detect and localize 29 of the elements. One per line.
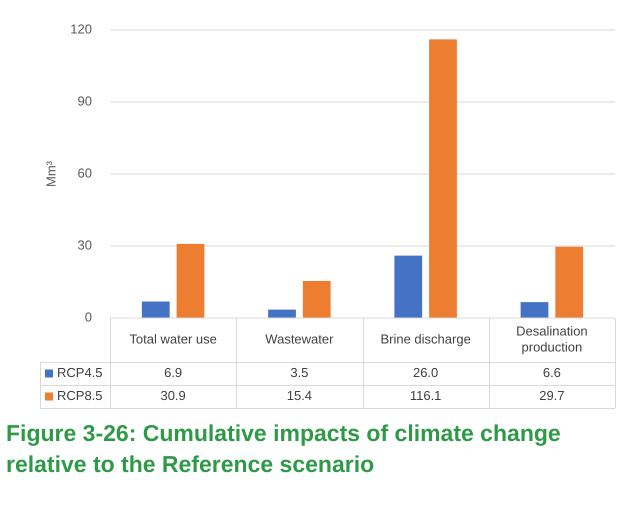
y-tick-label: 120 (70, 22, 92, 37)
x-tick-label: Total water use (129, 332, 217, 347)
legend-label: RCP8.5 (57, 388, 103, 404)
x-tick-label: Desalination production (516, 324, 588, 355)
bar (429, 39, 457, 318)
bar (176, 244, 204, 318)
text: 15.4 (286, 388, 312, 404)
text: Figure 3-26: Cumulative impacts of climate change relative to the Reference scenario (6, 419, 562, 479)
text: 3.5 (290, 365, 308, 380)
y-axis-title: Mm³ (43, 160, 58, 187)
y-tick-label: 90 (78, 94, 92, 109)
bar (520, 302, 548, 318)
y-tick-label: 60 (78, 166, 92, 181)
x-tick-label: Brine discharge (380, 332, 471, 347)
bar (555, 246, 584, 318)
legend-label: RCP4.5 (57, 365, 103, 380)
text: 116.1 (410, 388, 442, 404)
text: 26.0 (412, 365, 438, 380)
bar (142, 301, 170, 318)
bar (268, 310, 296, 318)
y-tick-label: 30 (78, 238, 92, 253)
text: 30.9 (160, 388, 186, 404)
text: 6.9 (164, 365, 182, 380)
bar (302, 281, 331, 318)
bar (394, 256, 422, 318)
y-tick-label: 0 (84, 310, 92, 325)
text: 29.7 (539, 388, 565, 404)
x-tick-label: Wastewater (265, 332, 334, 347)
text: 6.6 (542, 365, 561, 380)
